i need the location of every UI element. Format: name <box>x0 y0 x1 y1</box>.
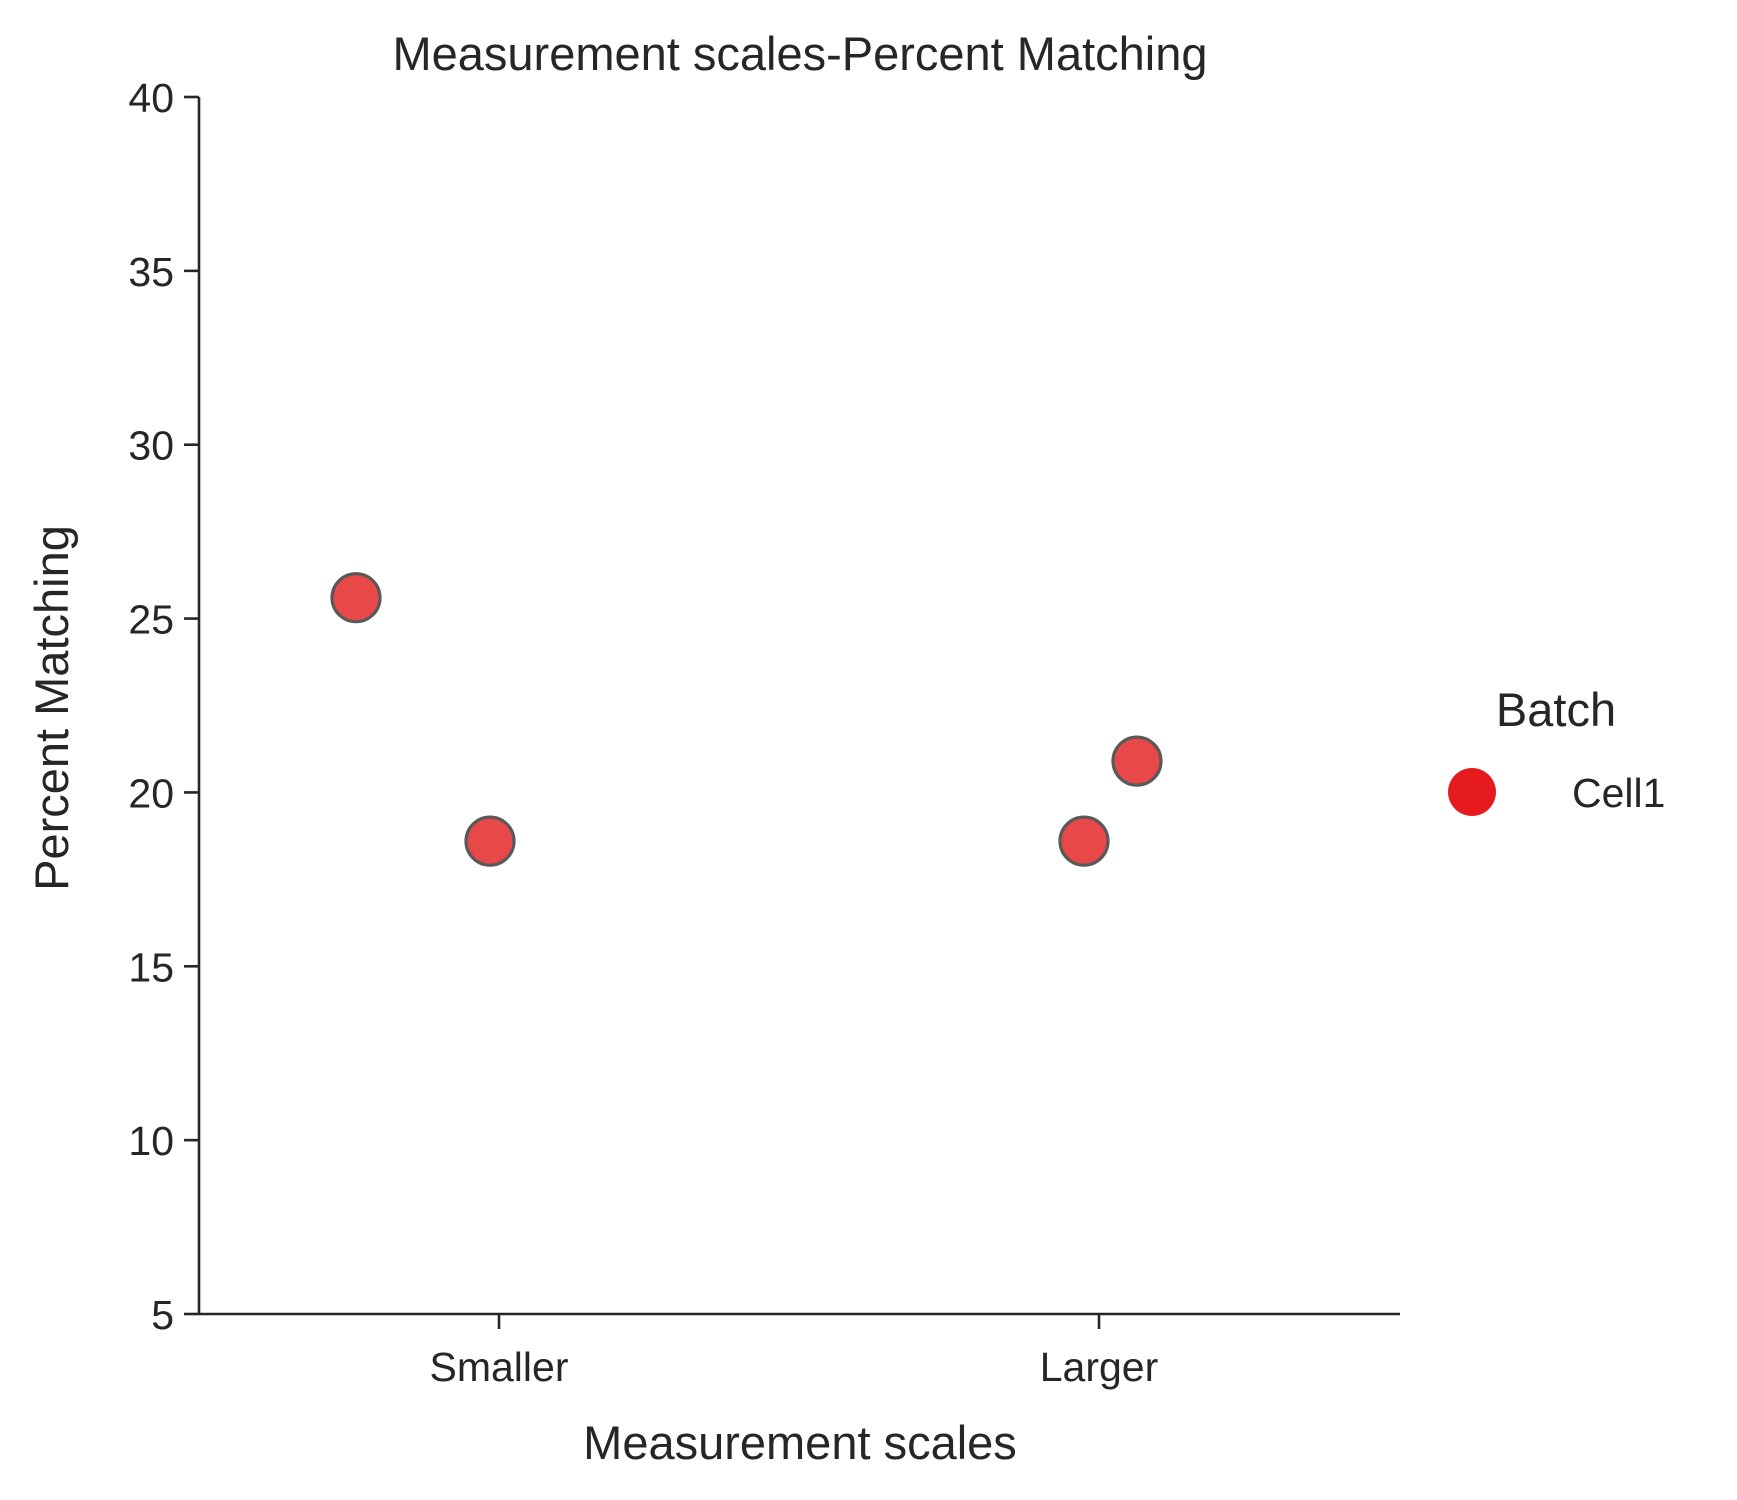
data-point <box>1058 815 1110 867</box>
y-tick-label: 25 <box>128 597 174 643</box>
y-axis-title: Percent Matching <box>25 525 78 891</box>
legend-label: Cell1 <box>1572 770 1665 816</box>
legend-marker <box>1448 768 1496 816</box>
legend-title: Batch <box>1496 683 1616 736</box>
y-tick-label: 10 <box>128 1118 174 1164</box>
y-tick-label: 20 <box>128 770 174 816</box>
legend-entries: Cell1 <box>1448 768 1665 816</box>
y-tick-label: 15 <box>128 944 174 990</box>
data-points <box>330 572 1163 867</box>
chart-title: Measurement scales-Percent Matching <box>392 27 1207 80</box>
x-axis-title: Measurement scales <box>583 1416 1017 1469</box>
data-point <box>330 572 382 624</box>
y-tick-label: 40 <box>128 75 174 121</box>
x-axis: Smaller Larger <box>199 1312 1400 1390</box>
data-point <box>1111 735 1163 787</box>
y-axis: 5 10 15 20 25 30 35 40 <box>128 75 201 1338</box>
legend: Batch Cell1 <box>1448 683 1665 816</box>
x-tick-label: Larger <box>1040 1344 1159 1390</box>
x-tick-label: Smaller <box>430 1344 569 1390</box>
data-point <box>464 815 516 867</box>
y-tick-label: 5 <box>151 1292 174 1338</box>
y-tick-label: 30 <box>128 423 174 469</box>
y-tick-label: 35 <box>128 249 174 295</box>
